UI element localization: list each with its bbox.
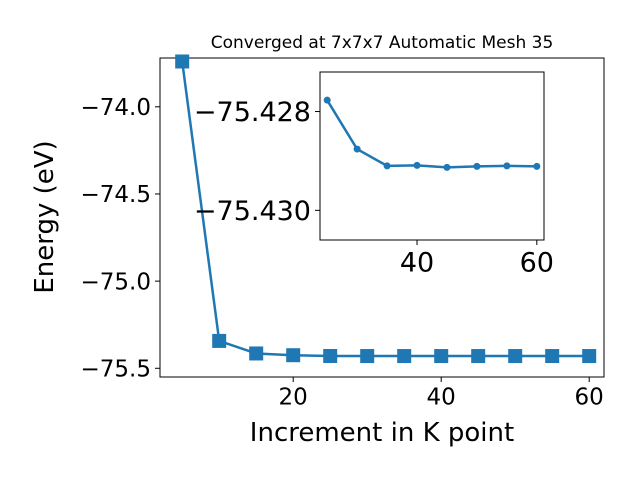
main-series-markers xyxy=(175,54,597,364)
main-data-point xyxy=(286,348,301,363)
main-y-ticks: −74.0 −74.5 −75.0 −75.5 xyxy=(81,95,160,383)
inset-data-point xyxy=(323,96,331,104)
inset-x-ticks: 40 60 xyxy=(400,240,554,278)
inset-x-tick-label: 40 xyxy=(400,247,434,278)
main-x-tick-label: 60 xyxy=(575,385,604,411)
inset-y-ticks: −75.430 −75.428 xyxy=(194,97,320,227)
main-x-tick-label: 40 xyxy=(427,385,456,411)
inset-data-point xyxy=(473,162,481,170)
main-plot: −74.0 −74.5 −75.0 −75.5 20 40 60 xyxy=(81,54,605,411)
inset-data-point xyxy=(503,162,511,170)
main-data-point xyxy=(434,349,449,364)
inset-data-point xyxy=(443,163,451,171)
main-x-tick-label: 20 xyxy=(279,385,308,411)
main-data-point xyxy=(175,54,190,69)
inset-y-tick-label: −75.430 xyxy=(194,196,311,227)
main-y-tick-label: −75.5 xyxy=(81,357,151,383)
main-y-tick-label: −74.5 xyxy=(81,182,151,208)
main-data-point xyxy=(212,333,227,348)
inset-x-tick-label: 60 xyxy=(520,247,554,278)
main-data-point xyxy=(249,346,264,361)
main-data-point xyxy=(360,349,375,364)
inset-series-line xyxy=(326,99,537,169)
chart-title: Converged at 7x7x7 Automatic Mesh 35 xyxy=(211,33,554,53)
inset-data-point xyxy=(353,145,361,153)
main-data-point xyxy=(471,349,486,364)
main-data-point xyxy=(508,349,523,364)
main-data-point xyxy=(545,349,560,364)
main-plot-frame xyxy=(159,57,605,378)
inset-data-point xyxy=(413,161,421,169)
main-data-point xyxy=(323,348,338,363)
inset-data-point xyxy=(383,162,391,170)
inset-series-markers xyxy=(323,96,541,171)
main-x-ticks: 20 40 60 xyxy=(279,377,604,411)
main-y-tick-label: −75.0 xyxy=(81,269,151,295)
main-y-tick-label: −74.0 xyxy=(81,95,151,121)
y-axis-label: Energy (eV) xyxy=(30,140,60,293)
inset-data-point xyxy=(533,162,541,170)
main-data-point xyxy=(582,349,597,364)
inset-plot: −75.430 −75.428 40 60 xyxy=(194,71,554,278)
main-data-point xyxy=(397,349,412,364)
x-axis-label: Increment in K point xyxy=(250,418,514,448)
inset-plot-frame xyxy=(319,71,545,241)
inset-y-tick-label: −75.428 xyxy=(194,97,311,128)
